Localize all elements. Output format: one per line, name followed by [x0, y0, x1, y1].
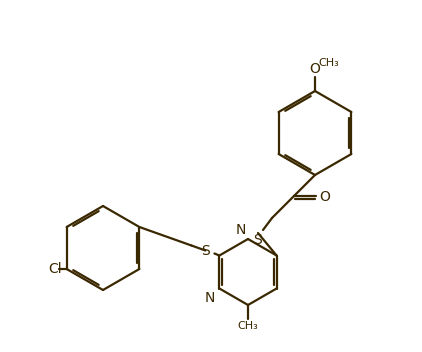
Text: N: N — [205, 290, 215, 304]
Text: O: O — [319, 190, 330, 204]
Text: CH₃: CH₃ — [238, 321, 258, 331]
Text: O: O — [310, 62, 320, 76]
Text: N: N — [235, 223, 246, 237]
Text: Cl: Cl — [48, 262, 62, 276]
Text: S: S — [201, 244, 209, 258]
Text: S: S — [254, 233, 262, 247]
Text: CH₃: CH₃ — [318, 58, 339, 68]
